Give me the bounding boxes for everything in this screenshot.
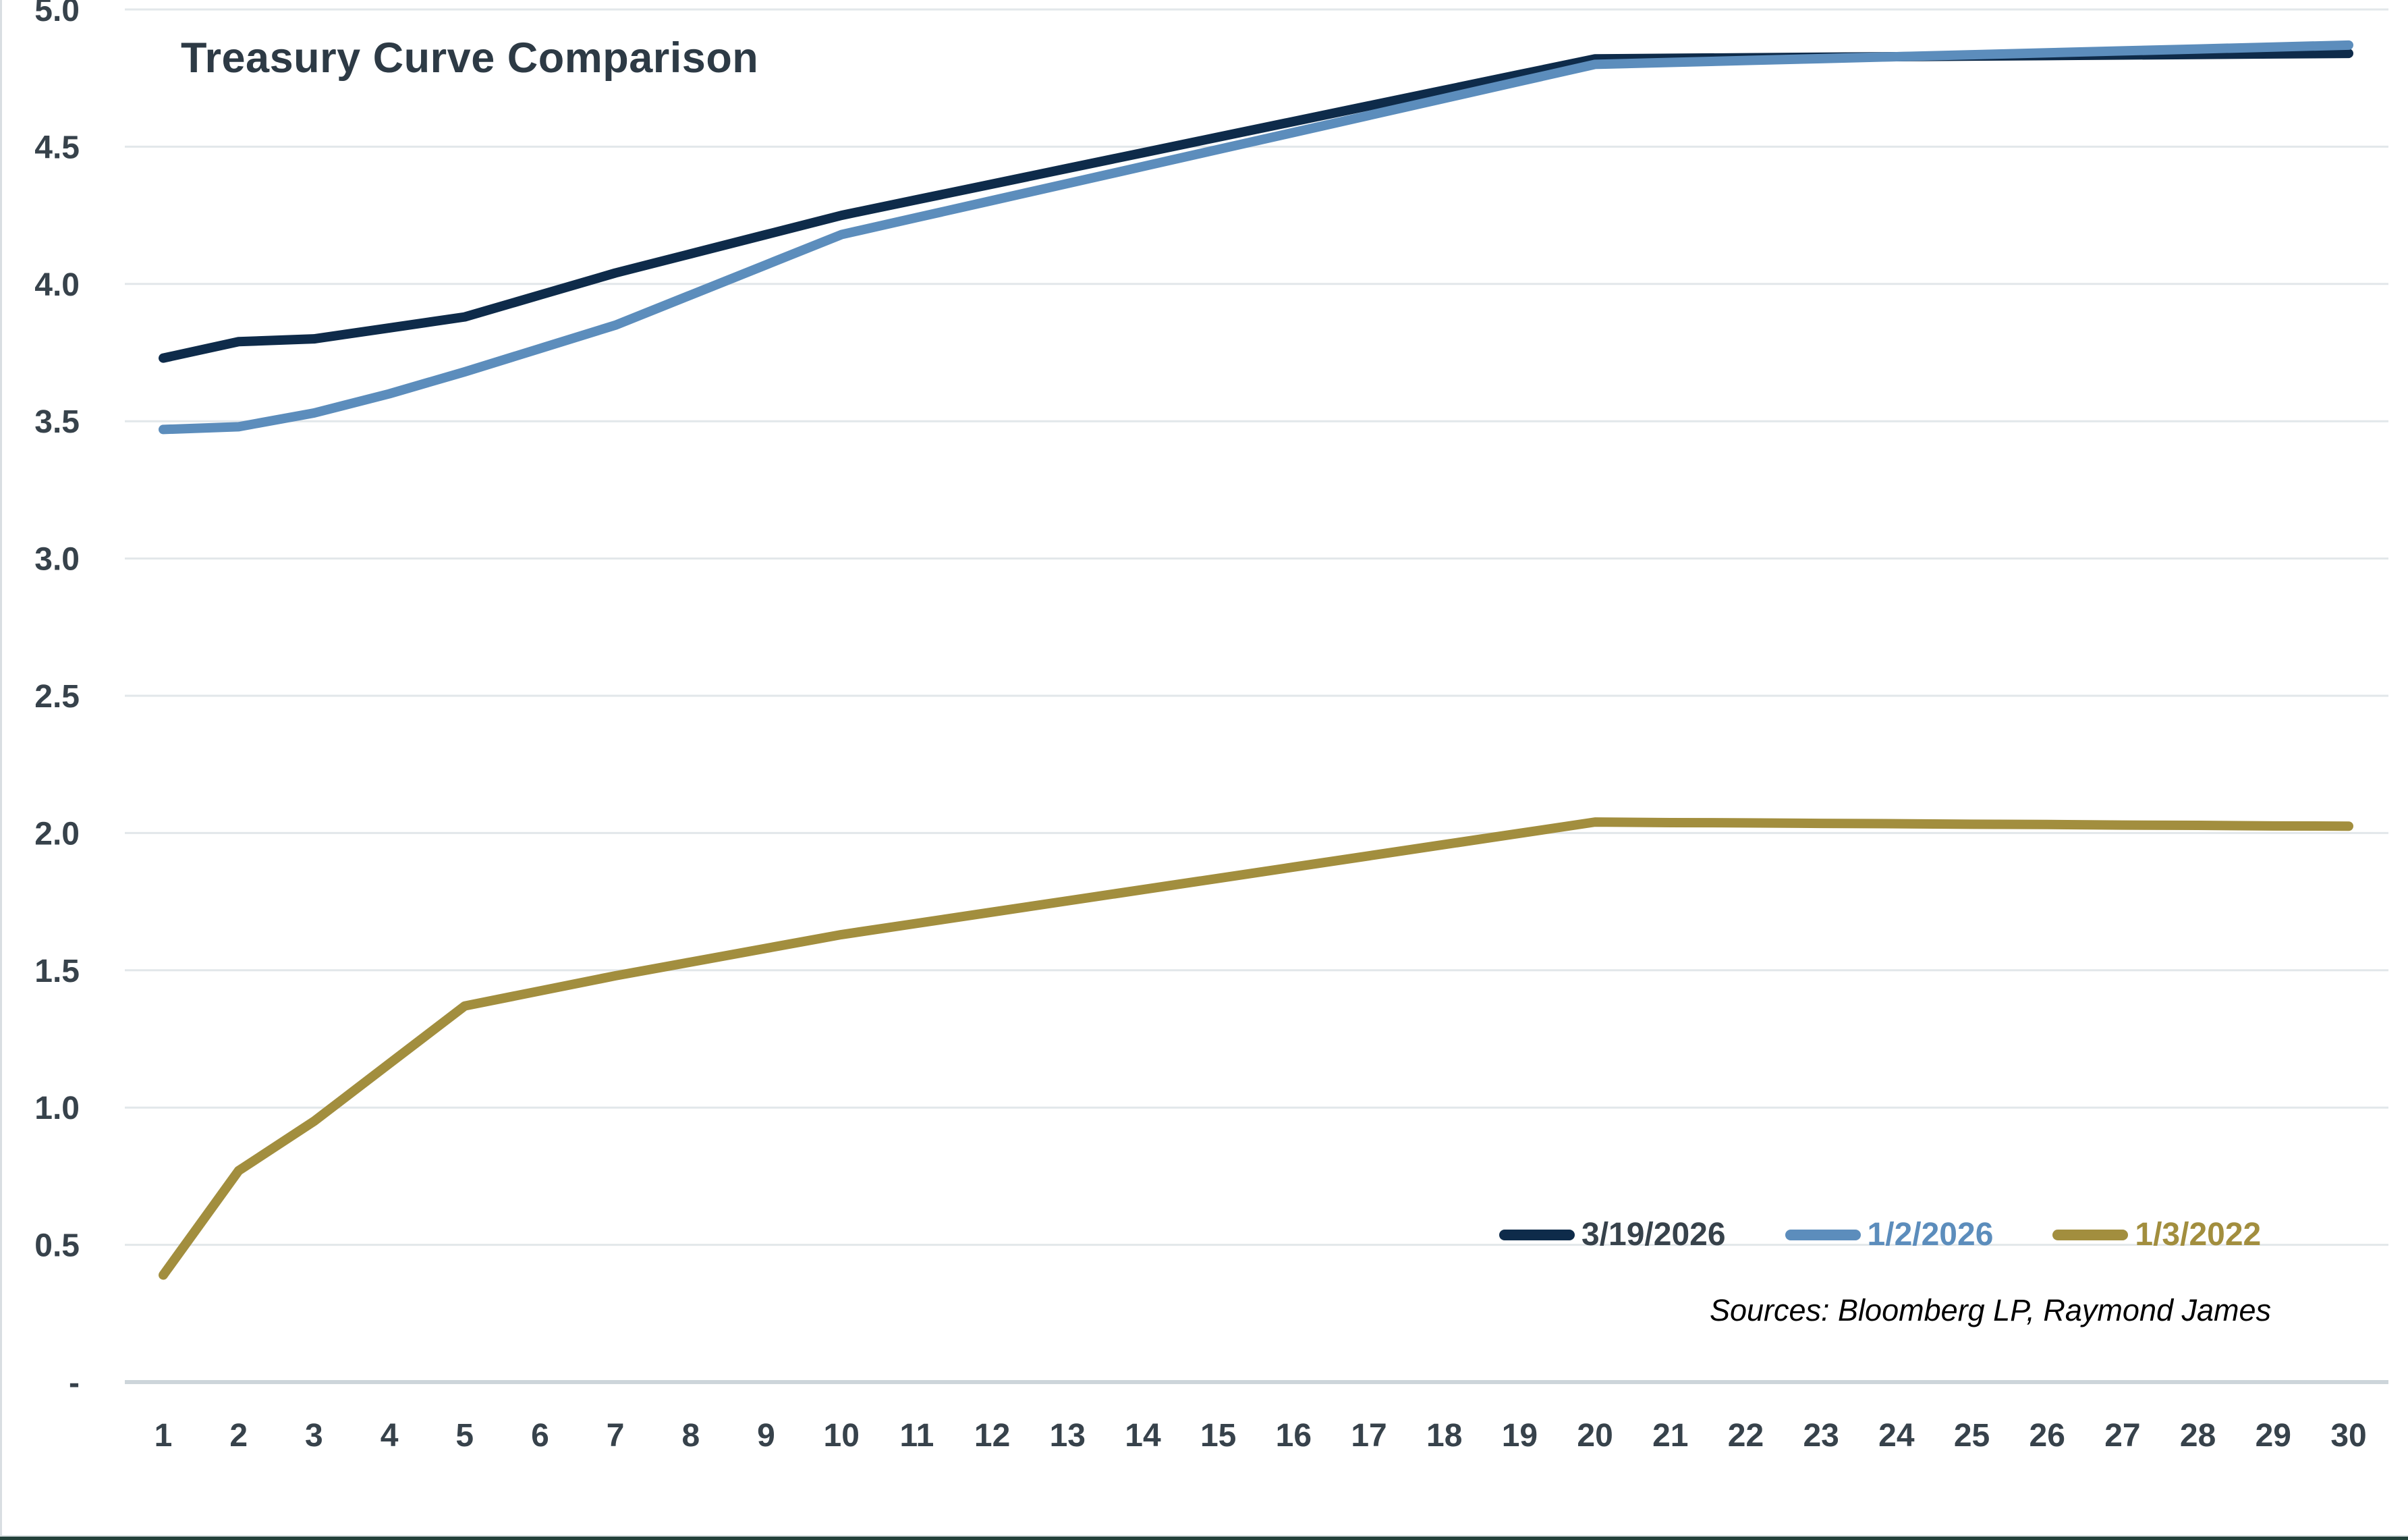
- screen-bottom-border: [0, 1537, 2408, 1540]
- x-tick-label: 18: [1426, 1418, 1462, 1454]
- legend-item: 1/3/2022: [2052, 1219, 2261, 1251]
- x-tick-label: 4: [381, 1418, 399, 1454]
- x-tick-label: 5: [455, 1418, 474, 1454]
- x-tick-label: 7: [607, 1418, 625, 1454]
- series-line-3/19/2026: [159, 49, 2354, 363]
- source-note: Sources: Bloomberg LP, Raymond James: [1709, 1293, 2272, 1327]
- y-tick-label: 4.5: [34, 130, 80, 165]
- legend-swatch-line-icon: [1785, 1230, 1861, 1240]
- y-tick-label: -: [69, 1365, 80, 1401]
- series-line-1/3/2022: [159, 817, 2354, 1280]
- x-tick-label: 1: [155, 1418, 173, 1454]
- x-tick-label: 3: [305, 1418, 323, 1454]
- legend-swatch-line-icon: [1499, 1230, 1575, 1240]
- legend-item: 1/2/2026: [1785, 1217, 1994, 1253]
- y-tick-label: 4.0: [34, 267, 80, 303]
- x-tick-label: 8: [681, 1418, 700, 1454]
- x-tick-label: 22: [1728, 1418, 1764, 1454]
- x-tick-label: 30: [2330, 1418, 2366, 1454]
- y-tick-label: 2.5: [34, 679, 80, 715]
- x-tick-label: 2: [229, 1418, 248, 1454]
- x-tick-label: 19: [1502, 1418, 1538, 1454]
- x-tick-label: 21: [1652, 1418, 1688, 1454]
- x-tick-label: 14: [1125, 1418, 1161, 1454]
- legend-label: 1/3/2022: [2135, 1217, 2262, 1253]
- x-tick-label: 20: [1577, 1418, 1613, 1454]
- x-tick-label: 6: [531, 1418, 549, 1454]
- x-tick-label: 15: [1200, 1418, 1236, 1454]
- x-tick-label: 23: [1803, 1418, 1839, 1454]
- x-tick-label: 17: [1351, 1418, 1387, 1454]
- legend-swatch-line-icon: [2052, 1230, 2129, 1240]
- screen-left-border: [0, 0, 2, 1540]
- y-tick-label: 1.0: [34, 1091, 80, 1126]
- legend-label: 1/2/2026: [1867, 1217, 1994, 1253]
- x-tick-label: 28: [2180, 1418, 2216, 1454]
- chart-title: Treasury Curve Comparison: [181, 34, 759, 82]
- x-tick-label: 9: [757, 1418, 775, 1454]
- x-tick-label: 12: [974, 1418, 1010, 1454]
- y-tick-label: 3.0: [34, 542, 80, 578]
- x-tick-label: 24: [1878, 1418, 1915, 1454]
- x-tick-label: 29: [2256, 1418, 2291, 1454]
- legend-label: 3/19/2026: [1581, 1217, 1726, 1253]
- legend: 3/19/2026 1/2/2026 1/3/2022: [1499, 1219, 2261, 1251]
- x-tick-label: 10: [824, 1418, 860, 1454]
- y-tick-label: 1.5: [34, 954, 80, 989]
- y-tick-label: 5.0: [34, 0, 80, 28]
- x-tick-label: 11: [900, 1418, 934, 1454]
- x-tick-label: 27: [2104, 1418, 2140, 1454]
- y-tick-label: 3.5: [34, 404, 80, 440]
- y-tick-label: 2.0: [34, 816, 80, 852]
- series-line-1/2/2026: [159, 40, 2354, 435]
- x-tick-label: 13: [1050, 1418, 1086, 1454]
- screen-bottom-hairline: [0, 1535, 2408, 1537]
- y-tick-label: 0.5: [34, 1228, 80, 1264]
- x-tick-label: 26: [2029, 1418, 2065, 1454]
- x-tick-label: 16: [1276, 1418, 1312, 1454]
- x-tick-label: 25: [1954, 1418, 1990, 1454]
- legend-item: 3/19/2026: [1499, 1219, 1726, 1251]
